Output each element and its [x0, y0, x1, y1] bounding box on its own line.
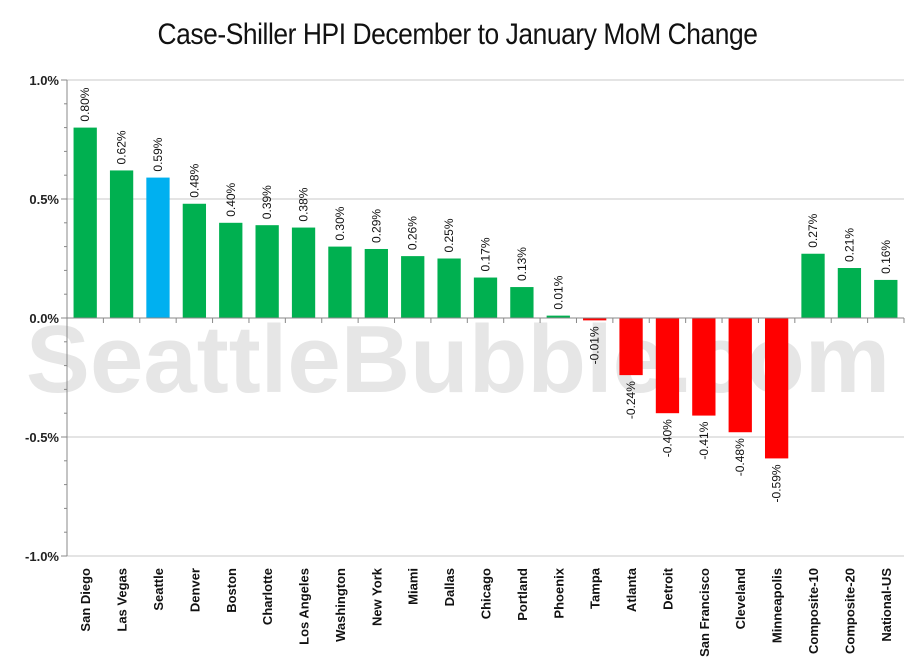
y-tick-label: 0.5% [29, 192, 59, 207]
category-label: Dallas [442, 568, 457, 606]
category-label: Seattle [151, 568, 166, 611]
bar [692, 318, 716, 416]
category-label: San Francisco [697, 568, 712, 657]
data-label: 0.26% [406, 216, 420, 250]
category-label: Las Vegas [115, 568, 130, 632]
category-label: Chicago [479, 568, 494, 619]
category-label: Portland [515, 568, 530, 621]
data-label: -0.41% [697, 421, 711, 459]
bar [510, 287, 534, 318]
category-label: Phoenix [551, 567, 566, 618]
y-tick-label: 0.0% [29, 311, 59, 326]
bar [255, 225, 279, 318]
data-label: 0.80% [78, 87, 92, 121]
bar [437, 258, 461, 318]
data-label: 0.38% [297, 187, 311, 221]
bar [364, 248, 388, 318]
bar [801, 253, 825, 318]
data-label: 0.30% [333, 206, 347, 240]
data-label: -0.48% [733, 438, 747, 476]
y-tick-label: 1.0% [29, 73, 59, 88]
data-label: 0.40% [224, 182, 238, 216]
data-label: -0.24% [624, 381, 638, 419]
bar [583, 318, 607, 321]
chart-title: Case-Shiller HPI December to January MoM… [157, 18, 758, 51]
data-label: 0.16% [879, 240, 893, 274]
category-label: Washington [333, 568, 348, 642]
watermark-text: SeattleBubble.com [26, 306, 890, 413]
bar [473, 277, 498, 318]
data-label: 0.17% [479, 237, 493, 271]
category-label: San Diego [78, 568, 93, 632]
category-label: Composite-10 [806, 568, 821, 654]
category-label: Denver [187, 568, 202, 612]
bar [328, 246, 352, 318]
bar [73, 127, 97, 318]
data-label: 0.48% [187, 163, 201, 197]
bar [546, 315, 570, 318]
category-label: Minneapolis [770, 568, 785, 643]
category-label: Atlanta [624, 567, 639, 612]
bar [728, 318, 752, 433]
bar [109, 170, 134, 318]
bar [182, 203, 207, 318]
bar [874, 279, 898, 318]
data-label: 0.29% [369, 209, 383, 243]
bar [655, 318, 680, 414]
category-label: New York [369, 567, 384, 626]
bar [401, 256, 425, 318]
bar [219, 222, 243, 318]
category-label: Los Angeles [297, 568, 312, 645]
category-label: Tampa [588, 567, 603, 609]
data-label: -0.01% [588, 326, 602, 364]
category-label: Miami [406, 568, 421, 605]
y-tick-label: -1.0% [25, 549, 59, 564]
data-label: 0.39% [260, 185, 274, 219]
data-label: 0.25% [442, 218, 456, 252]
y-tick-label: -0.5% [25, 430, 59, 445]
category-label: Boston [224, 568, 239, 613]
data-label: -0.59% [770, 464, 784, 502]
data-label: -0.40% [660, 419, 674, 457]
bar [146, 177, 170, 318]
data-label: 0.62% [115, 130, 129, 164]
bar [764, 318, 789, 459]
category-label: Detroit [660, 567, 675, 610]
category-label: National-US [879, 568, 894, 642]
data-label: 0.27% [806, 213, 820, 247]
category-label: Composite-20 [842, 568, 857, 654]
data-label: 0.21% [842, 228, 856, 262]
data-label: 0.59% [151, 137, 165, 171]
data-label: 0.13% [515, 247, 529, 281]
bar [619, 318, 643, 376]
bar [291, 227, 316, 318]
data-label: 0.01% [551, 275, 565, 309]
bar [837, 268, 862, 318]
category-label: Charlotte [260, 568, 275, 625]
category-label: Cleveland [733, 568, 748, 629]
